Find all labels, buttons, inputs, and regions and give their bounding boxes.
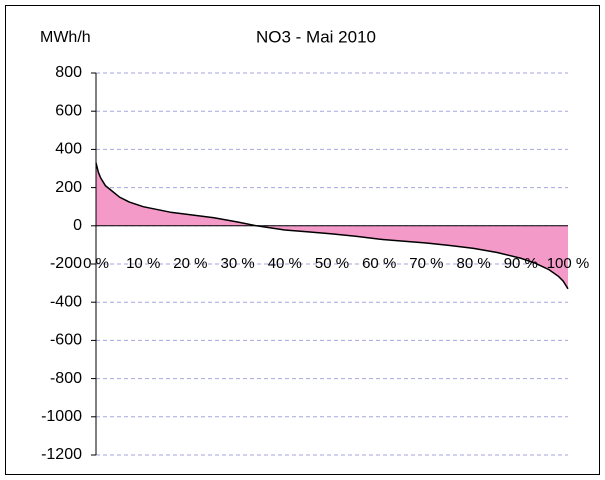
y-tick-label: 600 (55, 102, 82, 119)
y-tick-label: -1200 (41, 446, 82, 463)
area-line (95, 162, 569, 290)
x-tick-label: 70 % (409, 255, 443, 272)
y-tick-label: 800 (55, 64, 82, 81)
y-axis-label: MWh/h (40, 29, 91, 46)
x-tick-label: 10 % (126, 255, 160, 272)
x-tick-label: 40 % (268, 255, 302, 272)
y-tick-label: -600 (50, 332, 82, 349)
x-tick-label: 90 % (504, 255, 538, 272)
y-tick-label: -400 (50, 293, 82, 310)
x-tick-label: 0 % (83, 255, 109, 272)
x-tick-label: 50 % (315, 255, 349, 272)
y-tick-label: -1000 (41, 408, 82, 425)
y-tick-label: 0 (73, 217, 82, 234)
y-tick-label: -200 (50, 255, 82, 272)
y-tick-label: 400 (55, 141, 82, 158)
x-tick-label: 80 % (456, 255, 490, 272)
x-tick-label: 100 % (547, 255, 590, 272)
chart-title: NO3 - Mai 2010 (256, 27, 376, 46)
x-tick-label: 60 % (362, 255, 396, 272)
y-tick-label: 200 (55, 179, 82, 196)
x-tick-label: 20 % (173, 255, 207, 272)
x-tick-label: 30 % (220, 255, 254, 272)
y-tick-label: -800 (50, 370, 82, 387)
